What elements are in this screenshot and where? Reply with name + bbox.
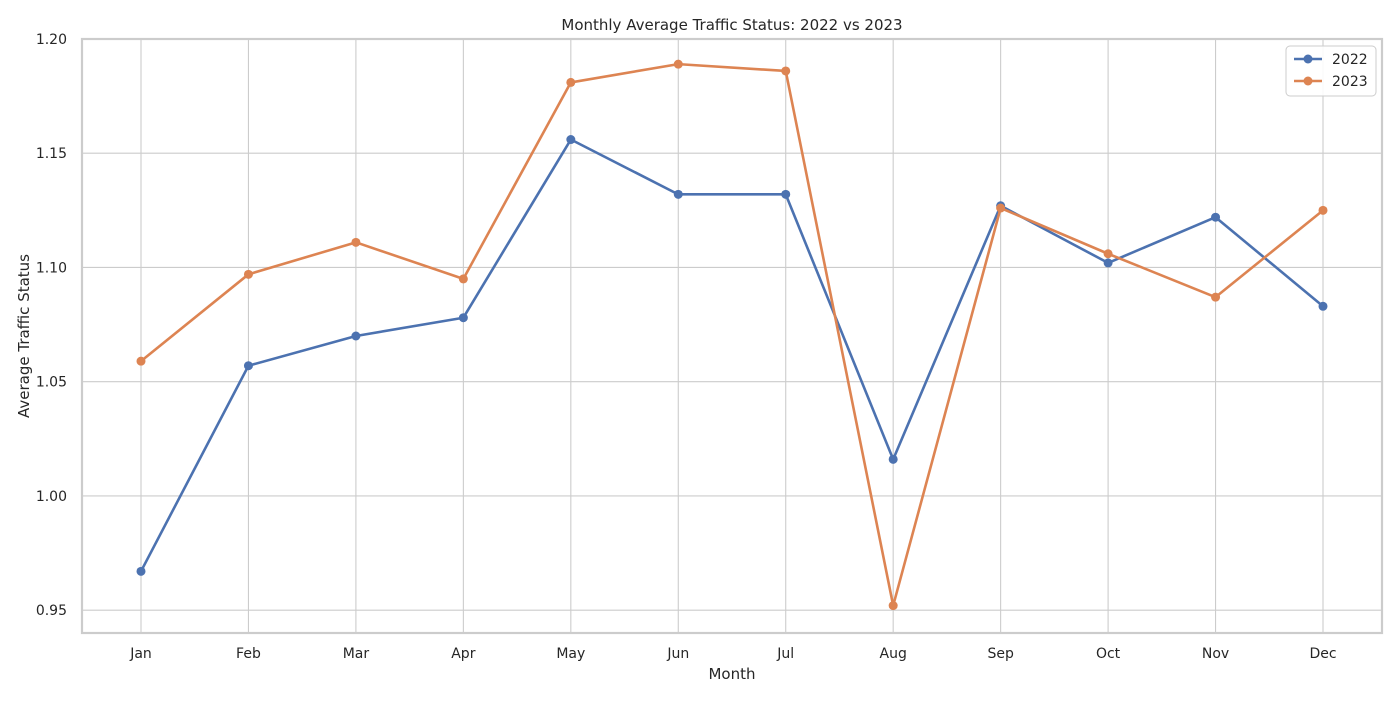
y-tick-label: 1.10	[36, 260, 67, 276]
data-point-2022	[136, 566, 146, 576]
x-tick-label: Oct	[1096, 646, 1121, 662]
legend-swatch-marker	[1303, 76, 1313, 86]
y-tick-label: 1.20	[36, 32, 67, 48]
x-tick-label: Dec	[1309, 646, 1336, 662]
data-point-2023	[1103, 249, 1113, 259]
chart-title: Monthly Average Traffic Status: 2022 vs …	[561, 16, 902, 34]
data-point-2023	[1211, 292, 1221, 302]
y-axis-label: Average Traffic Status	[15, 254, 33, 418]
data-point-2023	[566, 77, 576, 87]
x-tick-label: Jan	[129, 646, 152, 662]
x-tick-label: Nov	[1202, 646, 1229, 662]
data-point-2022	[1103, 258, 1113, 268]
series-2022	[136, 135, 1328, 576]
data-point-2022	[243, 361, 253, 371]
data-point-2023	[781, 66, 791, 76]
plot-frame	[80, 37, 1384, 635]
y-tick-label: 1.15	[36, 146, 67, 162]
y-tick-label: 1.00	[36, 489, 67, 505]
legend: 2022 2023	[1285, 45, 1377, 97]
x-tick-label: Sep	[987, 646, 1014, 662]
data-point-2022	[1318, 301, 1328, 311]
data-point-2022	[458, 313, 468, 323]
data-point-2023	[243, 269, 253, 279]
data-point-2022	[888, 454, 898, 464]
axis-layer: Jan Feb Mar Apr May Jun Jul Aug Sep Oct Nov Dec 0.95…	[36, 32, 1384, 662]
data-point-2023	[458, 274, 468, 284]
series-layer	[136, 59, 1328, 611]
x-tick-label: May	[556, 646, 585, 662]
legend-swatch-marker	[1303, 54, 1313, 64]
x-tick-label: Jul	[776, 646, 794, 662]
y-tick-label: 1.05	[36, 375, 67, 391]
data-point-2023	[136, 356, 146, 366]
data-point-2022	[566, 135, 576, 145]
y-tick-label: 0.95	[36, 603, 67, 619]
series-line-2022	[139, 138, 1325, 573]
data-point-2023	[351, 237, 361, 247]
x-tick-label: Feb	[236, 646, 261, 662]
x-tick-label: Aug	[880, 646, 907, 662]
x-tick-label: Apr	[451, 646, 475, 662]
data-point-2023	[996, 203, 1006, 213]
data-point-2023	[888, 601, 898, 611]
data-point-2022	[351, 331, 361, 341]
legend-label: 2022	[1332, 52, 1368, 68]
series-2023	[136, 59, 1328, 611]
data-point-2022	[1211, 212, 1221, 222]
data-point-2023	[1318, 205, 1328, 215]
x-tick-label: Mar	[343, 646, 370, 662]
data-point-2022	[781, 189, 791, 199]
series-line-2023	[139, 62, 1325, 607]
x-axis-label: Month	[708, 665, 755, 683]
legend-label: 2023	[1332, 74, 1368, 90]
data-point-2023	[673, 59, 683, 69]
x-tick-label: Jun	[666, 646, 689, 662]
data-point-2022	[673, 189, 683, 199]
plot-background	[82, 39, 1382, 633]
